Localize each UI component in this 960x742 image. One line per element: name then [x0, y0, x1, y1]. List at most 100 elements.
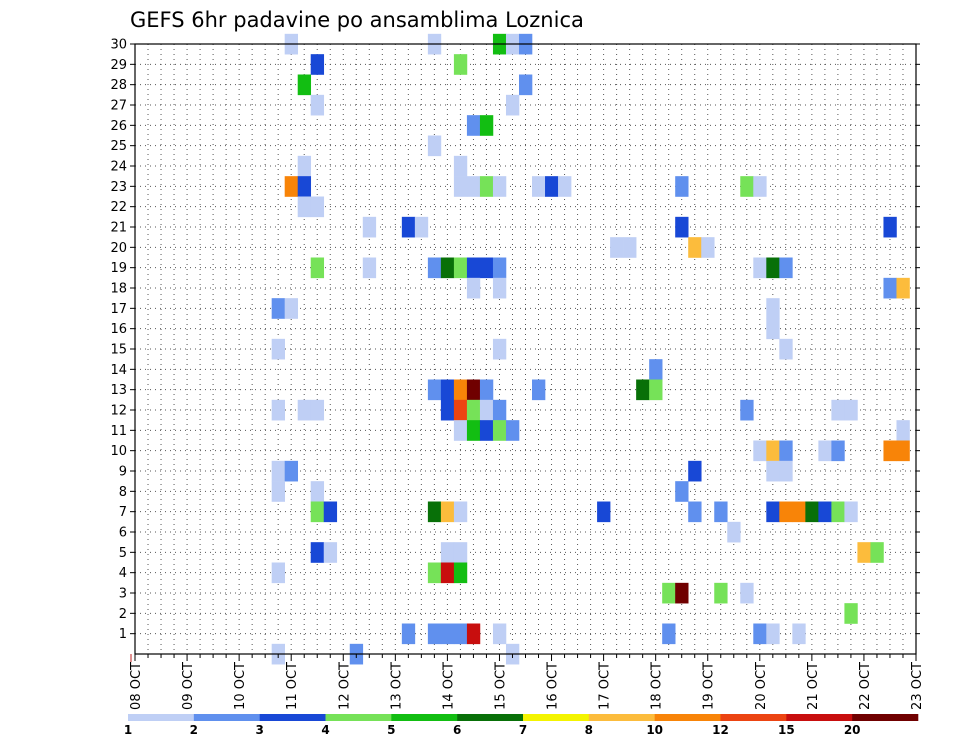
data-cell: [818, 440, 832, 462]
data-cell: [831, 399, 845, 421]
data-cell: [453, 399, 468, 421]
data-cell: [362, 257, 377, 279]
y-tick-label: 28: [110, 78, 127, 93]
data-cell: [453, 176, 468, 197]
data-cell: [284, 460, 299, 482]
colorbar-swatch: [193, 714, 260, 721]
colorbar-swatch: [391, 714, 458, 721]
y-tick-label: 15: [110, 343, 127, 358]
x-tick-label: 17 OCT: [598, 662, 613, 710]
colorbar-label: 6: [453, 723, 461, 737]
data-cell: [753, 176, 767, 197]
data-cell: [323, 542, 338, 563]
data-cell: [518, 74, 533, 96]
data-cell: [492, 338, 507, 360]
data-cell: [505, 420, 520, 441]
data-cell: [492, 277, 507, 299]
y-tick-label: 10: [110, 444, 127, 459]
grid-lines: [135, 43, 916, 654]
data-cell: [427, 257, 442, 279]
data-cell: [766, 501, 780, 523]
y-tick-label: 14: [110, 363, 127, 378]
data-cell: [310, 257, 325, 279]
colorbar-label: 12: [712, 723, 729, 737]
data-cell: [831, 501, 845, 523]
data-cell: [492, 399, 507, 421]
x-tick-label: 14 OCT: [441, 662, 456, 710]
data-cell: [558, 176, 572, 197]
y-tick-label: 18: [110, 282, 127, 297]
y-tick-label: 1: [119, 627, 127, 642]
data-cell: [818, 501, 832, 523]
data-cell: [766, 460, 780, 482]
x-tick-label: 18 OCT: [650, 662, 665, 710]
data-cell: [844, 501, 858, 523]
x-axis: 08 OCT 09 OCT 10 OCT 11 OCT 12 OCT 13 OCT 14 O…: [129, 654, 925, 710]
y-tick-label: 16: [110, 322, 127, 337]
data-cell: [453, 379, 468, 401]
data-cell: [427, 379, 442, 401]
data-cell: [479, 379, 494, 401]
data-cell: [766, 440, 780, 462]
data-cell: [271, 562, 285, 584]
y-tick-label: 7: [119, 505, 127, 520]
data-cell: [440, 562, 455, 584]
data-cell: [284, 298, 299, 319]
data-cell: [479, 420, 494, 441]
x-tick-label: 23 OCT: [910, 662, 925, 710]
data-cell: [662, 623, 676, 645]
data-cell: [844, 603, 858, 624]
data-cell: [714, 582, 728, 604]
data-cell: [883, 440, 897, 462]
y-tick-label: 20: [110, 241, 127, 256]
data-cell: [479, 257, 494, 279]
y-tick-label: 25: [110, 139, 127, 154]
data-cell: [896, 277, 910, 299]
data-cell: [271, 460, 285, 482]
colorbar-label: 1: [124, 723, 132, 737]
data-cell: [479, 115, 494, 136]
data-cell: [297, 399, 312, 421]
x-tick-label: 08 OCT: [129, 662, 144, 710]
y-axis: 1234567891011121314151617181920212223242…: [110, 38, 920, 642]
x-tick-label: 19 OCT: [702, 662, 717, 710]
data-cell: [857, 542, 871, 563]
colorbar-swatch: [786, 714, 853, 721]
data-cell: [440, 623, 455, 645]
y-tick-label: 8: [119, 485, 127, 500]
data-cell: [675, 216, 689, 238]
y-tick-label: 4: [119, 566, 127, 581]
data-cell: [792, 501, 806, 523]
data-cell: [453, 420, 468, 441]
data-cell: [466, 115, 481, 136]
data-cell: [310, 542, 325, 563]
data-cell: [740, 582, 754, 604]
data-cell: [492, 623, 507, 645]
data-cell: [297, 74, 312, 96]
colorbar-label: 20: [844, 723, 861, 737]
data-cells: [271, 33, 910, 665]
colorbar-swatch: [128, 714, 195, 721]
data-cell: [779, 501, 793, 523]
data-cell: [440, 399, 455, 421]
colorbar-swatch: [457, 714, 524, 721]
data-cell: [675, 176, 689, 197]
data-cell: [453, 257, 468, 279]
y-tick-label: 6: [119, 526, 127, 541]
chart-title: GEFS 6hr padavine po ansamblima Loznica: [130, 8, 584, 32]
y-tick-label: 30: [110, 38, 127, 53]
colorbar-swatch: [720, 714, 787, 721]
data-cell: [662, 582, 676, 604]
data-cell: [271, 298, 285, 319]
colorbar-swatch: [523, 714, 590, 721]
x-tick-label: 16 OCT: [546, 662, 561, 710]
data-cell: [753, 623, 767, 645]
data-cell: [532, 176, 546, 197]
data-cell: [310, 94, 325, 116]
data-cell: [466, 420, 481, 441]
data-cell: [297, 155, 312, 177]
data-cell: [688, 460, 702, 482]
colorbar-label: 4: [321, 723, 329, 737]
data-cell: [453, 54, 468, 75]
data-cell: [310, 481, 325, 502]
